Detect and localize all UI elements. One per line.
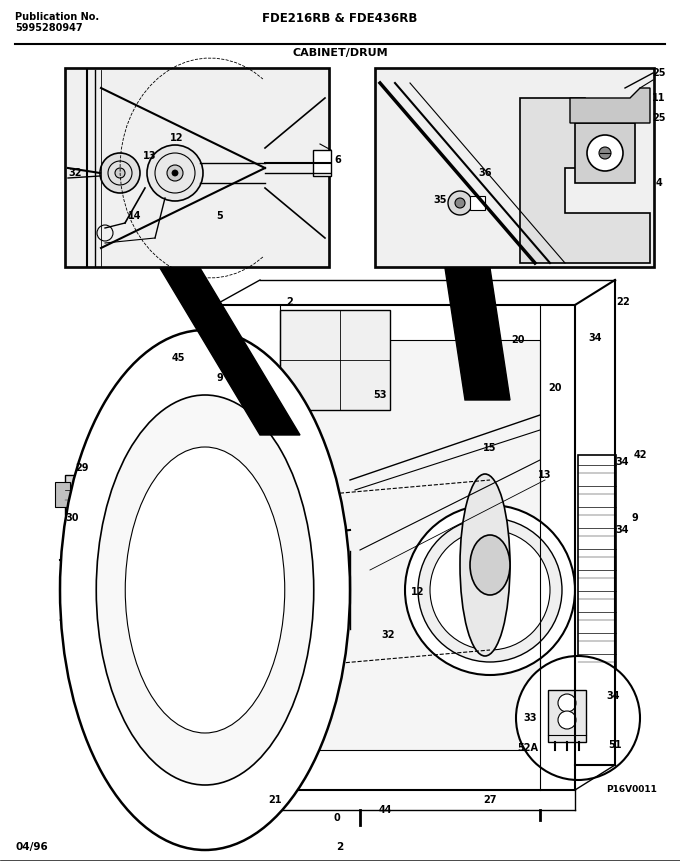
Text: 33: 33 [523,713,537,723]
Circle shape [558,694,576,712]
Text: 15: 15 [483,443,497,453]
Text: Publication No.: Publication No. [15,12,99,22]
Ellipse shape [460,474,510,656]
Circle shape [172,170,178,176]
Circle shape [418,518,562,662]
Text: 29: 29 [75,463,89,473]
Text: 34: 34 [607,691,619,701]
Text: 13: 13 [143,151,157,161]
Ellipse shape [470,535,510,595]
Circle shape [455,198,465,208]
Text: 9: 9 [217,373,223,383]
Polygon shape [570,88,650,123]
Text: 21: 21 [268,795,282,805]
Text: 44: 44 [378,805,392,815]
Text: 4: 4 [656,178,662,188]
Bar [280,310,390,410]
Text: FDE216RB & FDE436RB: FDE216RB & FDE436RB [262,12,418,25]
Text: 32: 32 [68,168,82,178]
Text: 2: 2 [617,297,624,307]
Bar [313,150,331,176]
Bar [375,68,655,268]
Text: 11: 11 [652,93,666,103]
Text: 45: 45 [171,353,185,363]
Circle shape [115,168,125,178]
Bar [65,68,330,268]
Circle shape [599,147,611,159]
Text: 35: 35 [433,195,447,205]
Text: 53: 53 [373,390,387,400]
Polygon shape [65,475,150,515]
Text: 18: 18 [193,585,207,595]
Text: 34: 34 [615,525,629,535]
Circle shape [477,597,493,613]
Text: 2: 2 [623,297,630,307]
Circle shape [405,505,575,675]
Circle shape [147,145,203,201]
Ellipse shape [60,330,350,850]
Text: 25: 25 [652,113,666,123]
Text: 6: 6 [335,155,341,165]
Ellipse shape [97,395,313,785]
Circle shape [430,530,550,650]
Bar [578,455,616,680]
Bar [376,69,654,267]
Circle shape [167,165,183,181]
Text: 36: 36 [478,168,492,178]
Text: 34: 34 [615,457,629,467]
Bar [470,196,485,210]
Text: 5995280947: 5995280947 [15,23,83,33]
Text: 27: 27 [483,795,497,805]
Text: 20: 20 [511,335,525,345]
Text: 04/96: 04/96 [15,842,48,852]
Text: 52A: 52A [517,743,539,753]
Circle shape [100,153,140,193]
Polygon shape [160,268,300,435]
Text: 51: 51 [608,740,622,750]
Text: 30: 30 [65,513,79,523]
Circle shape [465,585,505,625]
Bar [575,123,635,183]
Circle shape [516,656,640,780]
Text: 2: 2 [464,297,471,307]
Bar [376,69,654,267]
Text: 32: 32 [381,630,395,640]
Bar [280,340,540,750]
Text: 25: 25 [652,68,666,78]
Text: 2: 2 [337,842,343,852]
Circle shape [587,135,623,171]
Text: 18: 18 [141,645,155,655]
Text: CABINET/DRUM: CABINET/DRUM [292,48,388,58]
Text: 42: 42 [633,450,647,460]
Text: 5: 5 [217,211,223,221]
Text: 20: 20 [548,383,562,393]
Text: 12: 12 [170,133,184,143]
Text: P16V0011: P16V0011 [607,786,658,794]
Text: 12: 12 [411,587,425,597]
Text: 2: 2 [287,297,293,307]
Circle shape [482,557,498,573]
Text: 34: 34 [588,333,602,343]
Text: 0: 0 [334,813,341,823]
Ellipse shape [125,447,285,733]
Bar [55,482,70,507]
Text: 14: 14 [129,211,141,221]
Bar [548,690,586,742]
Polygon shape [520,98,650,263]
Text: 9: 9 [632,513,639,523]
Bar [66,69,329,267]
Text: 13: 13 [539,470,551,480]
Bar [66,69,329,267]
Text: 17: 17 [278,475,292,485]
Circle shape [558,711,576,729]
Circle shape [448,191,472,215]
Polygon shape [445,268,510,400]
